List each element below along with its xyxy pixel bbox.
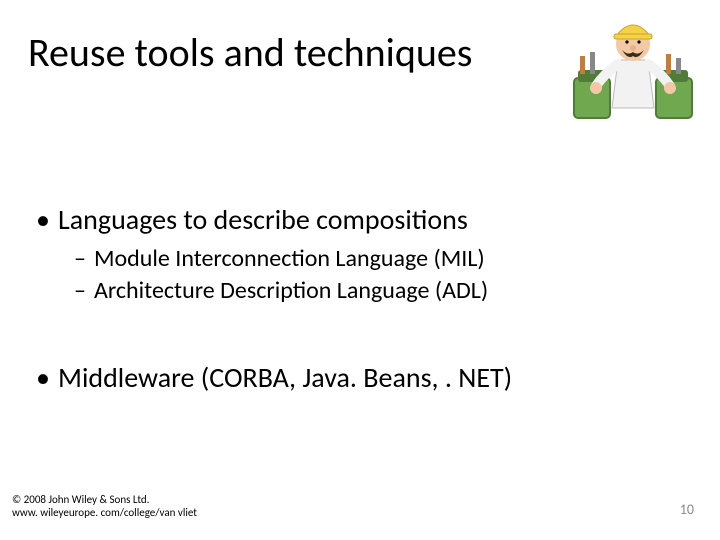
subbullet-mil: – Module Interconnection Language (MIL) — [74, 244, 485, 273]
handyman-icon — [568, 8, 698, 138]
bullet-middleware-text: Middleware (CORBA, Java. Beans, . NET) — [58, 360, 512, 395]
bullet-middleware: • Middleware (CORBA, Java. Beans, . NET) — [36, 360, 512, 395]
slide: Reuse tools and techniques — [0, 0, 720, 540]
subbullet-adl-text: Architecture Description Language (ADL) — [94, 276, 488, 305]
slide-title: Reuse tools and techniques — [28, 28, 472, 77]
footer-url: www. wileyeurope. com/college/van vliet — [12, 506, 197, 520]
bullet-dot-icon: • — [36, 202, 50, 237]
dash-icon: – — [74, 244, 86, 273]
bullet-languages: • Languages to describe compositions — [36, 202, 468, 237]
footer: © 2008 John Wiley & Sons Ltd. www. wiley… — [12, 493, 197, 521]
footer-copyright: © 2008 John Wiley & Sons Ltd. — [12, 493, 197, 507]
subbullet-mil-text: Module Interconnection Language (MIL) — [94, 244, 485, 273]
dash-icon: – — [74, 276, 86, 305]
bullet-languages-text: Languages to describe compositions — [58, 202, 468, 237]
subbullet-adl: – Architecture Description Language (ADL… — [74, 276, 488, 305]
page-number: 10 — [680, 501, 694, 518]
bullet-dot-icon: • — [36, 360, 50, 395]
handyman-clipart — [568, 8, 698, 143]
